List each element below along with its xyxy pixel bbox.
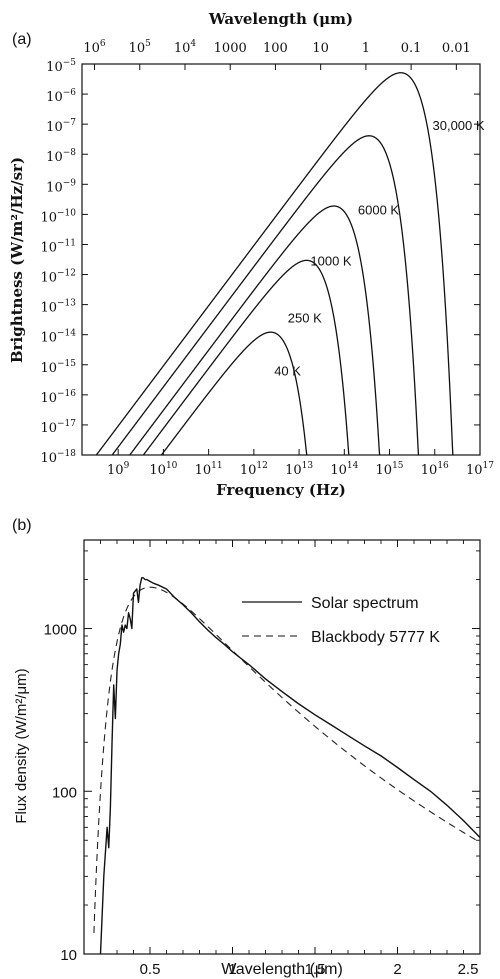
y-tick-label: 10−16 <box>40 389 76 406</box>
curve-label-1000K: 1000 K <box>310 254 352 269</box>
x2-tick-label: 100 <box>263 41 288 56</box>
legend-label-solar: Solar spectrum <box>311 595 419 612</box>
x-tick-label: 1014 <box>330 461 358 478</box>
x-tick-label: 1010 <box>149 461 177 478</box>
blackbody-curve-30000K <box>95 72 454 456</box>
blackbody-curve-40K <box>161 331 308 456</box>
blackbody-5777K-curve <box>93 586 481 933</box>
panel-a: (a) Wavelength (μm) 109 1010 1011 1012 1013 1… <box>8 10 494 499</box>
blackbody-curve-6000K <box>111 135 420 456</box>
chart-a-x2-label: Wavelength (μm) <box>208 10 353 28</box>
curve-label-250K: 250 K <box>288 311 322 326</box>
curve-label-6000K: 6000 K <box>358 202 400 217</box>
chart-a-plot-frame <box>81 63 481 456</box>
x2-tick-label: 0.1 <box>401 41 422 56</box>
y-tick-label: 10−14 <box>40 329 76 346</box>
chart-a-y-label: Brightness (W/m²/Hz/sr) <box>8 157 26 363</box>
y-tick-label: 10−17 <box>40 419 76 436</box>
x-tick-label: 2.5 <box>458 961 479 978</box>
chart-b-y-label: Flux density (W/m²/μm) <box>13 668 30 823</box>
x-tick-label: 109 <box>107 461 130 478</box>
y-tick-label: 10−6 <box>46 88 76 105</box>
y-tick-label: 100 <box>52 784 77 801</box>
panel-b-label: (b) <box>12 517 32 534</box>
x2-tick-label: 104 <box>174 39 197 56</box>
panel-b: (b) 0.5 1 1.5 2 2.5 10 100 1000 Solar spectrum … <box>12 517 481 978</box>
y-tick-label: 10−13 <box>40 299 76 316</box>
x-tick-label: 1015 <box>376 461 404 478</box>
y-tick-label: 10−18 <box>40 449 76 466</box>
x-tick-label: 1017 <box>466 461 494 478</box>
curve-label-30000K: 30,000 K <box>433 118 485 133</box>
x-tick-label: 1016 <box>421 461 449 478</box>
y-tick-label: 10−12 <box>40 269 76 286</box>
x-tick-label: 1 <box>228 961 236 978</box>
y-tick-label: 10 <box>60 947 77 964</box>
chart-a-curves <box>95 72 454 456</box>
x2-tick-label: 0.01 <box>442 41 471 56</box>
y-tick-label: 10−9 <box>46 178 76 195</box>
x-tick-label: 0.5 <box>140 961 161 978</box>
solar-spectrum-curve <box>99 577 481 955</box>
x2-tick-label: 105 <box>129 39 152 56</box>
y-tick-label: 10−10 <box>40 208 76 225</box>
x2-tick-label: 10 <box>312 41 329 56</box>
y-tick-label: 10−11 <box>40 238 76 255</box>
blackbody-curve-250K <box>142 259 350 456</box>
x-tick-label: 1013 <box>285 461 313 478</box>
y-tick-label: 10−8 <box>46 148 76 165</box>
x-tick-label: 1011 <box>195 461 223 478</box>
chart-a-x-label: Frequency (Hz) <box>216 481 346 499</box>
chart-b-curves <box>93 577 481 955</box>
chart-b-legend: Solar spectrum Blackbody 5777 K <box>242 595 440 646</box>
legend-label-blackbody: Blackbody 5777 K <box>311 629 440 646</box>
chart-b-ticks: 0.5 1 1.5 2 2.5 10 100 1000 <box>44 540 481 978</box>
blackbody-curve-1000K <box>129 205 381 456</box>
x2-tick-label: 1000 <box>214 41 247 56</box>
y-tick-label: 10−7 <box>46 118 76 135</box>
x-tick-label: 1.5 <box>305 961 326 978</box>
curve-label-40K: 40 K <box>274 363 301 378</box>
x-tick-label: 2 <box>393 961 401 978</box>
panel-a-label: (a) <box>12 31 32 48</box>
chart-a-curve-labels: 40 K 250 K 1000 K 6000 K 30,000 K <box>274 118 485 378</box>
x-tick-label: 1012 <box>240 461 268 478</box>
y-tick-label: 1000 <box>44 622 77 639</box>
chart-b-x-label: Wavelength (μm) <box>221 961 343 978</box>
x2-tick-label: 1 <box>362 41 370 56</box>
y-tick-label: 10−5 <box>46 58 76 75</box>
y-tick-label: 10−15 <box>40 359 76 376</box>
x2-tick-label: 106 <box>83 39 106 56</box>
